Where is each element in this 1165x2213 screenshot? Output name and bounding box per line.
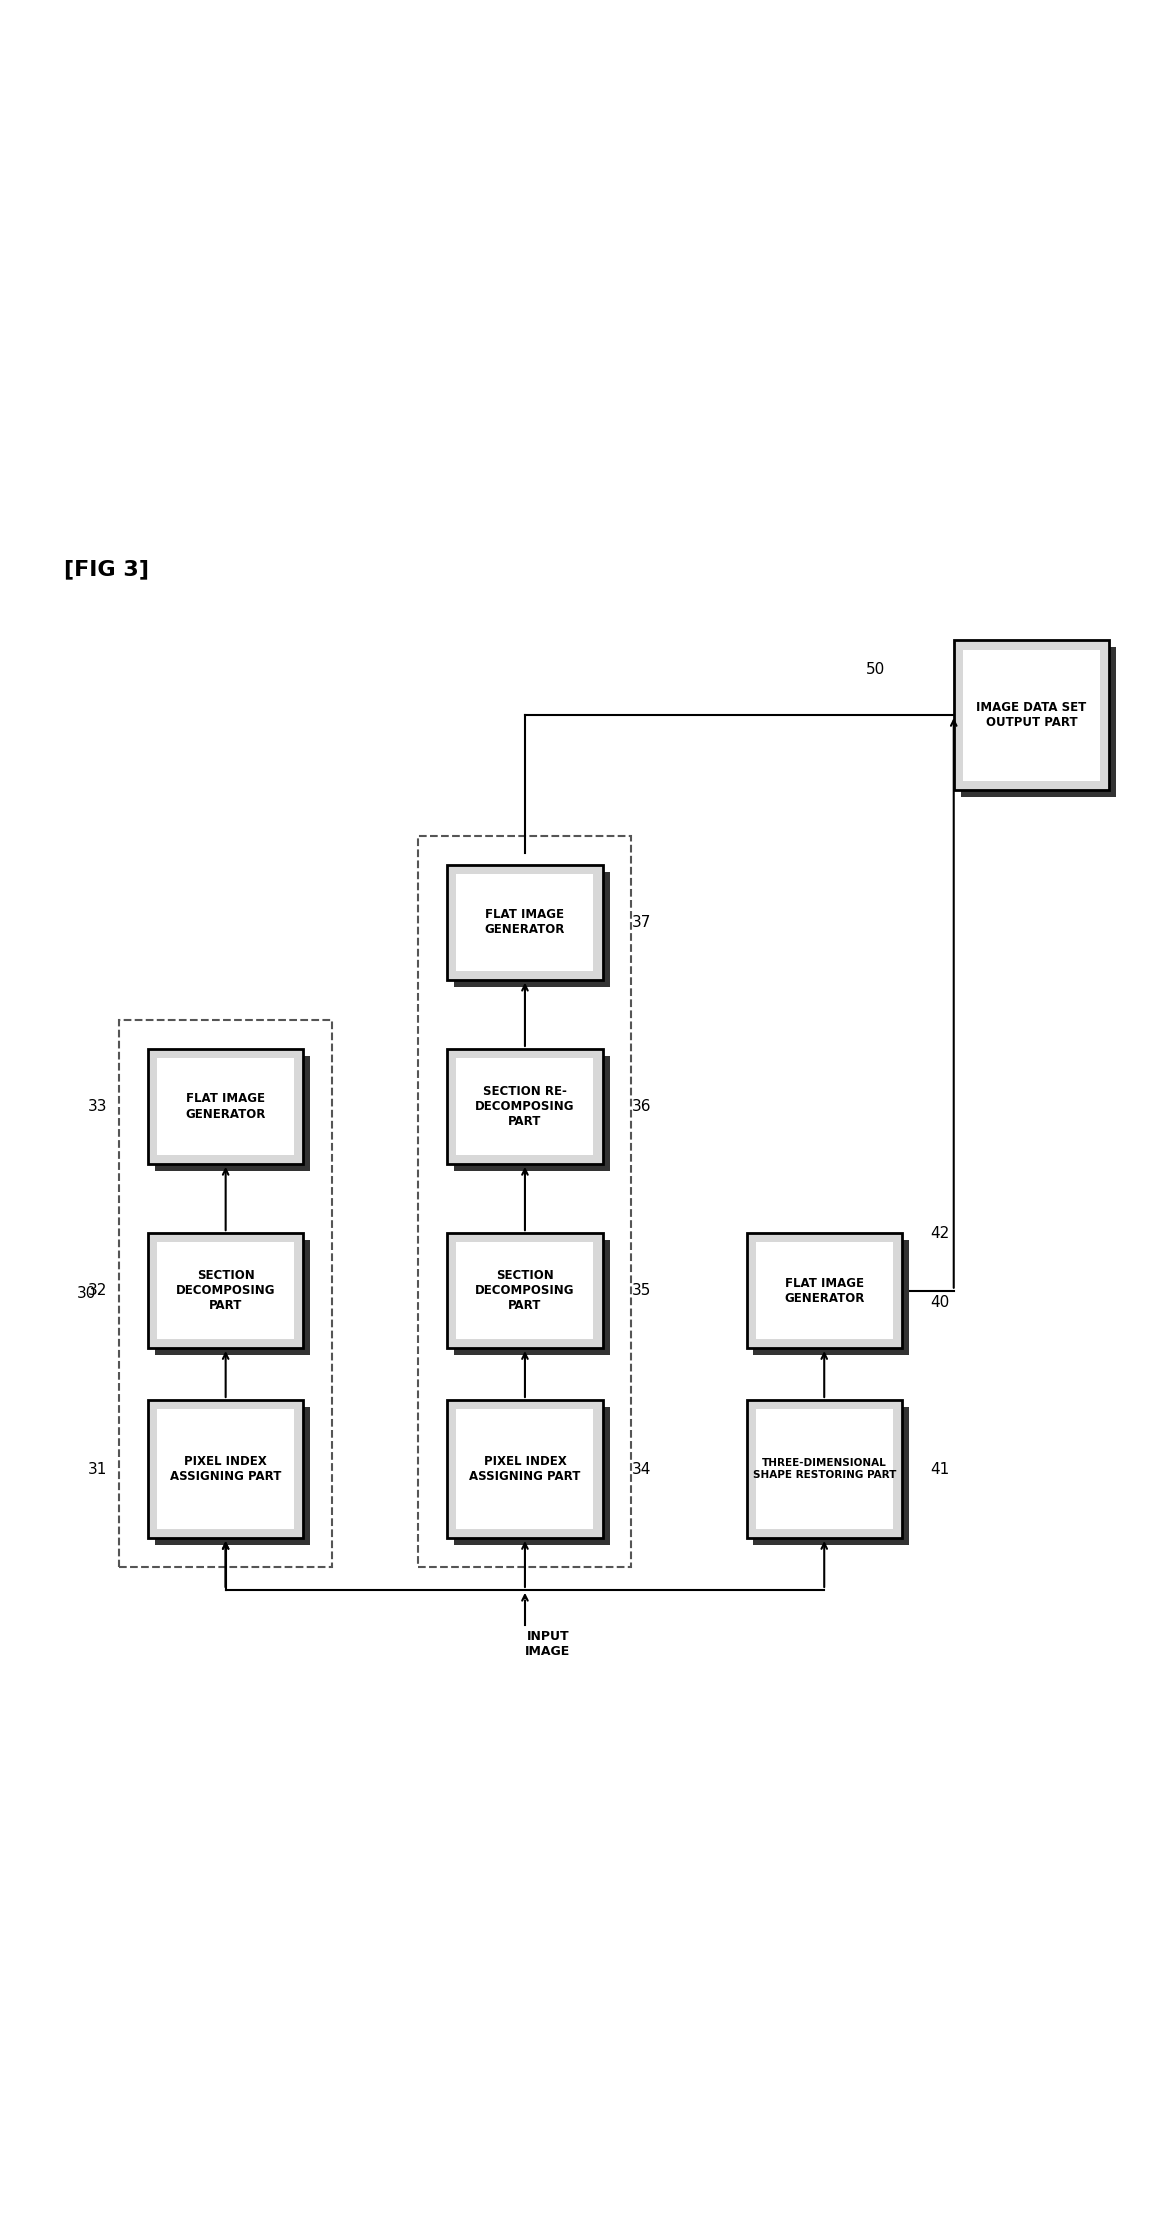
Text: SECTION
DECOMPOSING
PART: SECTION DECOMPOSING PART — [176, 1270, 275, 1312]
Text: 50: 50 — [866, 662, 884, 677]
Bar — [756, 1410, 892, 1529]
Bar — [954, 640, 1109, 790]
Text: 30: 30 — [77, 1286, 97, 1301]
Text: 40: 40 — [931, 1295, 949, 1310]
Text: FLAT IMAGE
GENERATOR: FLAT IMAGE GENERATOR — [784, 1277, 864, 1306]
Text: THREE-DIMENSIONAL
SHAPE RESTORING PART: THREE-DIMENSIONAL SHAPE RESTORING PART — [753, 1458, 896, 1480]
Text: IMAGE DATA SET
OUTPUT PART: IMAGE DATA SET OUTPUT PART — [976, 702, 1087, 728]
Bar — [963, 648, 1100, 781]
Bar — [148, 1049, 303, 1164]
Bar — [454, 872, 609, 987]
Text: 36: 36 — [631, 1100, 651, 1113]
Text: 35: 35 — [631, 1284, 651, 1299]
Text: INPUT
IMAGE: INPUT IMAGE — [525, 1631, 571, 1658]
Bar — [148, 1401, 303, 1538]
Bar — [447, 1233, 602, 1348]
Text: 42: 42 — [931, 1226, 949, 1241]
Bar — [754, 1239, 909, 1354]
Bar — [157, 1241, 294, 1339]
Bar — [457, 1058, 593, 1155]
Text: 32: 32 — [89, 1284, 107, 1299]
Text: [FIG 3]: [FIG 3] — [64, 560, 149, 580]
Bar — [454, 1239, 609, 1354]
Bar — [747, 1233, 902, 1348]
Bar — [747, 1401, 902, 1538]
Bar — [756, 1241, 892, 1339]
Bar — [418, 837, 631, 1567]
Text: SECTION
DECOMPOSING
PART: SECTION DECOMPOSING PART — [475, 1270, 574, 1312]
Bar — [454, 1056, 609, 1171]
Bar — [119, 1020, 332, 1567]
Bar — [155, 1407, 310, 1545]
Bar — [447, 1401, 602, 1538]
Text: FLAT IMAGE
GENERATOR: FLAT IMAGE GENERATOR — [185, 1093, 266, 1120]
Bar — [155, 1239, 310, 1354]
Bar — [457, 1410, 593, 1529]
Bar — [457, 1241, 593, 1339]
Bar — [961, 646, 1116, 797]
Text: PIXEL INDEX
ASSIGNING PART: PIXEL INDEX ASSIGNING PART — [170, 1456, 281, 1483]
Text: 37: 37 — [631, 914, 651, 929]
Bar — [457, 874, 593, 972]
Text: 31: 31 — [89, 1461, 107, 1476]
Text: 33: 33 — [89, 1100, 107, 1113]
Text: FLAT IMAGE
GENERATOR: FLAT IMAGE GENERATOR — [485, 907, 565, 936]
Bar — [447, 1049, 602, 1164]
Bar — [148, 1233, 303, 1348]
Text: 41: 41 — [931, 1461, 949, 1476]
Bar — [454, 1407, 609, 1545]
Bar — [447, 865, 602, 980]
Bar — [157, 1410, 294, 1529]
Text: 34: 34 — [631, 1461, 651, 1476]
Bar — [754, 1407, 909, 1545]
Text: PIXEL INDEX
ASSIGNING PART: PIXEL INDEX ASSIGNING PART — [469, 1456, 580, 1483]
Bar — [157, 1058, 294, 1155]
Bar — [155, 1056, 310, 1171]
Text: SECTION RE-
DECOMPOSING
PART: SECTION RE- DECOMPOSING PART — [475, 1084, 574, 1129]
